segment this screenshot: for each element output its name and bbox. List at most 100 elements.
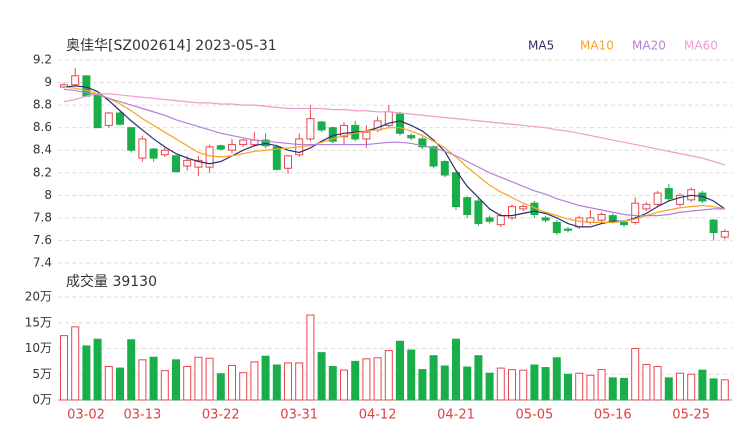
x-tick-label: 03-31 xyxy=(280,408,318,423)
volume-bar xyxy=(71,326,80,401)
candle-body xyxy=(93,93,102,129)
volume-bar xyxy=(239,372,248,401)
ma-line xyxy=(63,93,725,166)
volume-bar xyxy=(295,362,304,401)
candle-body xyxy=(183,159,192,167)
volume-bar xyxy=(642,363,651,401)
ma-line xyxy=(63,85,726,228)
volume-bar xyxy=(317,352,326,401)
candle-body xyxy=(340,124,348,138)
candle-body xyxy=(216,145,225,150)
candle-body xyxy=(709,219,718,234)
candle-body xyxy=(228,144,236,151)
x-tick-label: 03-02 xyxy=(67,408,105,423)
volume-bar xyxy=(149,356,158,401)
volume-bar xyxy=(82,345,91,401)
volume-bar xyxy=(104,366,113,401)
volume-bar xyxy=(384,350,393,401)
volume-bar xyxy=(698,369,707,401)
candle-body xyxy=(664,188,673,200)
candle-body xyxy=(127,127,136,151)
candle-body xyxy=(608,215,617,222)
candle-body xyxy=(239,139,248,146)
volume-bar xyxy=(485,372,494,401)
volume-bar xyxy=(261,355,270,401)
y-tick-label: 9 xyxy=(44,75,52,89)
x-tick-label: 04-12 xyxy=(359,408,397,423)
volume-bar xyxy=(418,369,427,401)
candle-body xyxy=(116,112,124,125)
candle-body xyxy=(172,155,180,173)
candle-body xyxy=(564,228,572,231)
candle-body xyxy=(104,112,113,126)
candle-body xyxy=(463,197,472,216)
candle-body xyxy=(676,194,684,205)
candle-body xyxy=(508,206,516,219)
candle-body xyxy=(362,131,371,140)
x-tick-label: 05-05 xyxy=(516,408,554,423)
volume-bar xyxy=(60,335,68,401)
volume-bar xyxy=(720,379,729,401)
y-tick-label: 7.8 xyxy=(33,210,52,224)
candle-body xyxy=(631,202,640,223)
candle-body xyxy=(306,118,315,140)
legend-label: MA60 xyxy=(684,39,718,53)
candle-body xyxy=(552,221,561,234)
x-tick-label: 03-22 xyxy=(202,408,240,423)
volume-bar xyxy=(597,369,606,401)
y-tick-label: 9.2 xyxy=(33,53,52,67)
volume-bar xyxy=(205,357,214,401)
x-tick-label: 03-13 xyxy=(124,408,162,423)
candle-body xyxy=(284,155,292,169)
volume-bar xyxy=(183,366,192,401)
volume-bar xyxy=(362,358,371,401)
x-tick-label: 05-25 xyxy=(672,408,710,423)
volume-bar xyxy=(676,372,684,401)
volume-bar xyxy=(172,359,180,401)
volume-bar xyxy=(519,369,528,401)
candle-body xyxy=(519,206,528,210)
volume-bar xyxy=(429,355,438,401)
candle-body xyxy=(272,146,281,170)
y-tick-label: 8.8 xyxy=(33,98,52,112)
candle-body xyxy=(71,75,80,86)
volume-bar xyxy=(608,377,617,401)
candle-body xyxy=(496,215,505,226)
y-tick-label: 8.2 xyxy=(33,165,52,179)
volume-bar xyxy=(160,370,169,401)
y-tick-label: 15万 xyxy=(25,315,52,329)
volume-bar xyxy=(116,367,124,401)
volume-bar xyxy=(508,369,516,401)
candle-body xyxy=(194,159,203,168)
candle-body xyxy=(642,203,651,210)
candle-body xyxy=(541,217,550,221)
volume-bar xyxy=(496,367,505,401)
candle-body xyxy=(317,121,326,131)
volume-bar xyxy=(250,361,259,401)
candle-body xyxy=(452,172,460,208)
volume-bar xyxy=(306,314,315,401)
volume-bar xyxy=(373,357,382,401)
volume-bar xyxy=(631,348,640,401)
volume-bar xyxy=(328,366,337,401)
volume-bar xyxy=(463,366,472,401)
volume-bar xyxy=(541,367,550,401)
candle-body xyxy=(429,146,438,167)
candle-body xyxy=(597,214,606,221)
candle-body xyxy=(205,146,214,168)
volume-bar xyxy=(351,360,360,401)
y-tick-label: 8 xyxy=(44,188,52,202)
volume-bar xyxy=(127,339,136,401)
y-tick-label: 10万 xyxy=(25,341,52,355)
volume-bar xyxy=(396,340,404,401)
y-tick-label: 7.6 xyxy=(33,233,52,247)
volume-bar xyxy=(228,364,236,401)
candle-body xyxy=(396,113,404,134)
volume-bar xyxy=(687,373,696,401)
volume-bar xyxy=(653,366,662,401)
y-tick-label: 5万 xyxy=(32,367,52,381)
candle-body xyxy=(149,148,158,159)
volume-bar xyxy=(340,369,348,401)
legend-label: MA5 xyxy=(528,39,554,53)
